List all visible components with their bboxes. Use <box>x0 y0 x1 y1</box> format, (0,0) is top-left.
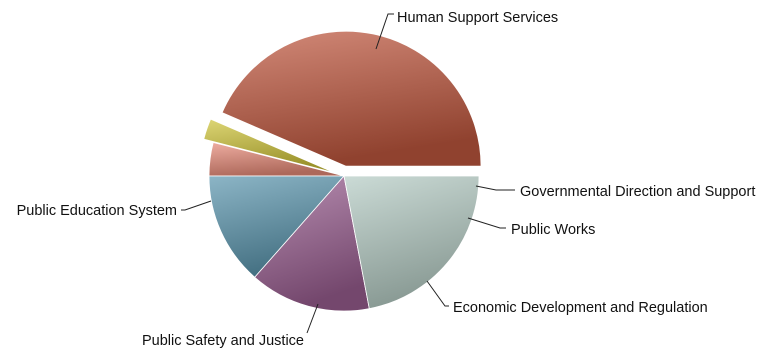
leader-line-public-works <box>467 217 506 229</box>
slice-label-economic-development: Economic Development and Regulation <box>453 300 708 316</box>
leader-line-human-support <box>375 13 394 50</box>
leader-line-public-education <box>181 200 212 211</box>
slice-label-governmental-direction: Governmental Direction and Support <box>520 184 755 200</box>
leader-line-economic <box>426 280 449 307</box>
slice-label-public-education: Public Education System <box>17 203 177 219</box>
pie-slice-economic-development-and-regulation <box>208 175 345 278</box>
pie-slice-human-support-services <box>221 30 482 167</box>
pie-slices <box>203 30 482 312</box>
pie-slice-governmental-direction-and-support <box>203 118 335 174</box>
slice-label-public-works: Public Works <box>511 222 595 238</box>
leader-line-public-safety <box>306 303 319 334</box>
slice-label-public-safety: Public Safety and Justice <box>142 333 304 349</box>
slice-label-human-support-services: Human Support Services <box>397 10 558 26</box>
pie-slice-public-education-system <box>343 175 480 310</box>
leader-line-governmental <box>475 185 515 191</box>
pie-slice-public-safety-and-justice <box>254 175 370 312</box>
